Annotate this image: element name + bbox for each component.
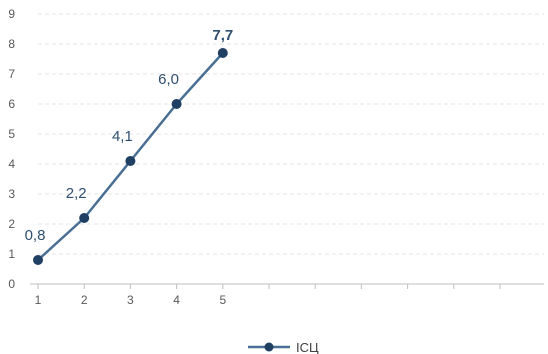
x-tick-label: 4 <box>173 293 180 307</box>
x-tick-label: 1 <box>35 293 42 307</box>
data-point <box>217 48 228 58</box>
y-tick-label: 7 <box>8 67 15 81</box>
data-label: 0,8 <box>25 227 46 244</box>
y-tick-label: 4 <box>8 157 15 171</box>
data-label: 6,0 <box>158 71 179 88</box>
gridlines <box>38 13 544 255</box>
data-point <box>125 156 136 166</box>
y-tick-label: 0 <box>8 277 15 291</box>
y-tick-label: 6 <box>8 97 15 111</box>
series-isc <box>33 48 228 265</box>
data-label: 7,7 <box>212 27 233 44</box>
legend: ІСЦ <box>248 340 319 354</box>
data-label: 4,1 <box>112 128 133 145</box>
data-point <box>171 99 182 109</box>
x-axis <box>30 283 544 289</box>
data-labels: 0,8 2,2 4,1 6,0 7,7 <box>25 27 234 244</box>
y-tick-label: 3 <box>8 187 15 201</box>
y-tick-label: 1 <box>8 247 15 261</box>
data-point <box>33 255 43 265</box>
x-tick-label: 2 <box>81 293 88 307</box>
y-tick-label: 9 <box>8 7 15 21</box>
y-tick-label: 8 <box>8 37 15 51</box>
data-label: 2,2 <box>66 185 87 202</box>
x-axis-tick-labels: 1 2 3 4 5 <box>35 293 227 307</box>
x-tick-label: 3 <box>127 293 134 307</box>
y-axis-tick-labels: 0 1 2 3 4 5 6 7 8 9 <box>8 7 15 291</box>
legend-marker <box>264 342 274 352</box>
data-point <box>79 213 90 223</box>
x-tick-label: 5 <box>219 293 226 307</box>
y-tick-label: 5 <box>8 127 15 141</box>
legend-label: ІСЦ <box>296 340 319 354</box>
y-tick-label: 2 <box>8 217 15 231</box>
